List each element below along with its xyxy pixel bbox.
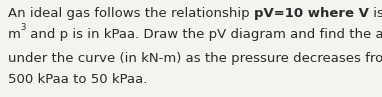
Text: 3: 3 — [21, 23, 26, 32]
Text: and p is in kPaa. Draw the pV diagram and find the area: and p is in kPaa. Draw the pV diagram an… — [26, 28, 382, 41]
Text: pV=10 where V: pV=10 where V — [254, 7, 369, 20]
Text: is in: is in — [369, 7, 382, 20]
Text: m: m — [8, 28, 21, 41]
Text: under the curve (in kN-m) as the pressure decreases from: under the curve (in kN-m) as the pressur… — [8, 52, 382, 65]
Text: 500 kPaa to 50 kPaa.: 500 kPaa to 50 kPaa. — [8, 73, 147, 86]
Text: 3: 3 — [21, 23, 26, 32]
Text: An ideal gas follows the relationship: An ideal gas follows the relationship — [8, 7, 254, 20]
